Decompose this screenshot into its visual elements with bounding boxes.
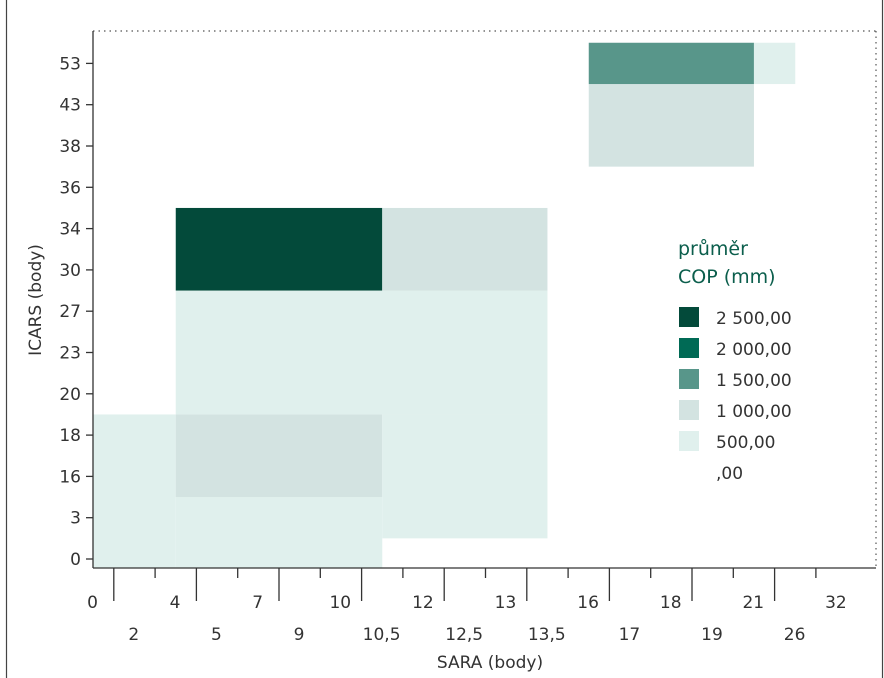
y-tick-label: 43	[59, 96, 81, 116]
legend-items: 2 500,00 2 000,00 1 500,00 1 000,00 500,00 ,0…	[679, 307, 792, 484]
heatmap-cell-2	[175, 497, 383, 568]
x-tick-label: 10	[329, 593, 351, 613]
y-tick-label: 18	[59, 426, 81, 446]
legend-title-line2: COP (mm)	[678, 266, 776, 288]
y-tick-label: 30	[59, 261, 81, 281]
heatmap-cell-9	[588, 42, 754, 85]
legend-swatch	[679, 431, 699, 451]
y-tick-label: 20	[59, 385, 81, 405]
y-tick-label: 38	[59, 137, 81, 157]
heatmap-cell-1	[93, 414, 176, 568]
legend-label: ,00	[716, 464, 743, 484]
x-tick-label: 10,5	[363, 625, 401, 645]
x-axis-title: SARA (body)	[437, 653, 543, 673]
x-tick-label: 13	[495, 593, 517, 613]
x-tick-label: 17	[619, 625, 641, 645]
x-tick-label: 0	[87, 593, 98, 613]
x-tick-label: 2	[128, 625, 139, 645]
x-tick-label: 16	[577, 593, 599, 613]
y-tick-label: 53	[59, 54, 81, 74]
y-axis: 0 3 16 18 20 23 27 30 34 36 38 43 53	[59, 54, 93, 570]
y-tick-label: 0	[70, 550, 81, 570]
legend-label: 2 000,00	[716, 340, 792, 360]
y-tick-label: 16	[59, 467, 81, 487]
y-tick-label: 23	[59, 344, 81, 364]
x-tick-label: 4	[170, 593, 181, 613]
x-tick-label: 26	[784, 625, 806, 645]
legend-swatch	[679, 462, 699, 482]
x-tick-label: 19	[701, 625, 723, 645]
y-tick-label: 27	[59, 302, 81, 322]
x-tick-label: 5	[211, 625, 222, 645]
heatmap-cell-7	[382, 207, 548, 291]
legend-label: 500,00	[716, 433, 775, 453]
legend: průměr COP (mm) 2 500,00 2 000,00 1 500,00…	[678, 238, 792, 484]
x-tick-label: 9	[294, 625, 305, 645]
legend-label: 1 000,00	[716, 402, 792, 422]
legend-label: 1 500,00	[716, 371, 792, 391]
legend-swatch	[679, 400, 699, 420]
heatmap-cell-10	[753, 42, 796, 85]
y-tick-label: 34	[59, 220, 81, 240]
heatmap-cells	[93, 42, 796, 568]
y-tick-label: 3	[70, 509, 81, 529]
x-tick-label: 12,5	[445, 625, 483, 645]
x-tick-label: 13,5	[528, 625, 566, 645]
x-tick-label: 32	[825, 593, 847, 613]
x-tick-label: 7	[252, 593, 263, 613]
heatmap-cell-6	[175, 207, 383, 291]
x-tick-label: 18	[660, 593, 682, 613]
y-tick-label: 36	[59, 178, 81, 198]
legend-title-line1: průměr	[678, 238, 748, 260]
x-tick-label: 21	[742, 593, 764, 613]
legend-label: 2 500,00	[716, 309, 792, 329]
x-tick-label: 12	[412, 593, 434, 613]
heatmap-cell-4	[175, 290, 548, 415]
heatmap-cell-8	[588, 84, 754, 167]
legend-swatch	[679, 338, 699, 358]
heatmap-cell-5	[382, 414, 548, 539]
heatmap-cell-3	[175, 414, 383, 498]
legend-swatch	[679, 369, 699, 389]
x-axis: 0 4 7 10 12 13 16 18 21 32 2 5 9 10,5 12,5 13,5 17 19 26	[87, 568, 847, 645]
legend-swatch	[679, 307, 699, 327]
y-axis-title: ICARS (body)	[26, 244, 46, 356]
